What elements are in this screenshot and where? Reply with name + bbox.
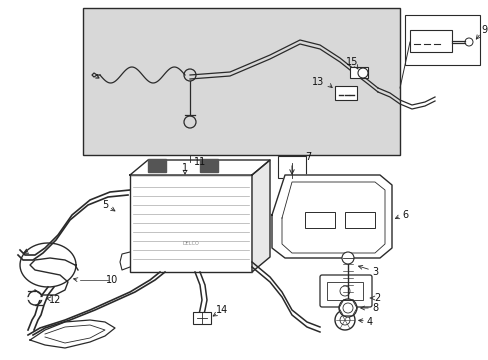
- Bar: [193, 312, 210, 324]
- Bar: [130, 175, 251, 272]
- Text: 15: 15: [345, 57, 357, 67]
- Text: 5: 5: [102, 200, 108, 210]
- Text: 4: 4: [366, 317, 372, 327]
- Text: 2: 2: [373, 293, 379, 303]
- Bar: [404, 15, 479, 65]
- Text: 1: 1: [182, 163, 188, 173]
- Bar: [305, 212, 334, 228]
- Text: 10: 10: [106, 275, 118, 285]
- Text: 3: 3: [371, 267, 377, 277]
- Text: 9: 9: [480, 25, 486, 35]
- Text: 7: 7: [304, 152, 310, 162]
- Bar: [345, 212, 374, 228]
- Text: 11: 11: [193, 157, 206, 167]
- Text: 8: 8: [371, 303, 377, 313]
- Circle shape: [341, 252, 353, 264]
- Bar: [326, 282, 362, 300]
- FancyBboxPatch shape: [319, 275, 371, 307]
- Bar: [278, 156, 305, 178]
- Bar: [148, 159, 165, 172]
- Circle shape: [338, 299, 356, 317]
- Polygon shape: [130, 160, 269, 175]
- Bar: [200, 159, 218, 172]
- Text: 12: 12: [49, 295, 61, 305]
- Polygon shape: [251, 160, 269, 272]
- Bar: [334, 86, 356, 100]
- Bar: [83, 8, 399, 155]
- Text: DELCO: DELCO: [182, 241, 199, 246]
- Text: 13: 13: [311, 77, 324, 87]
- Text: 14: 14: [215, 305, 228, 315]
- Polygon shape: [30, 320, 115, 348]
- Bar: [409, 30, 451, 52]
- Polygon shape: [271, 175, 391, 258]
- Text: 6: 6: [401, 210, 407, 220]
- Bar: [349, 67, 367, 78]
